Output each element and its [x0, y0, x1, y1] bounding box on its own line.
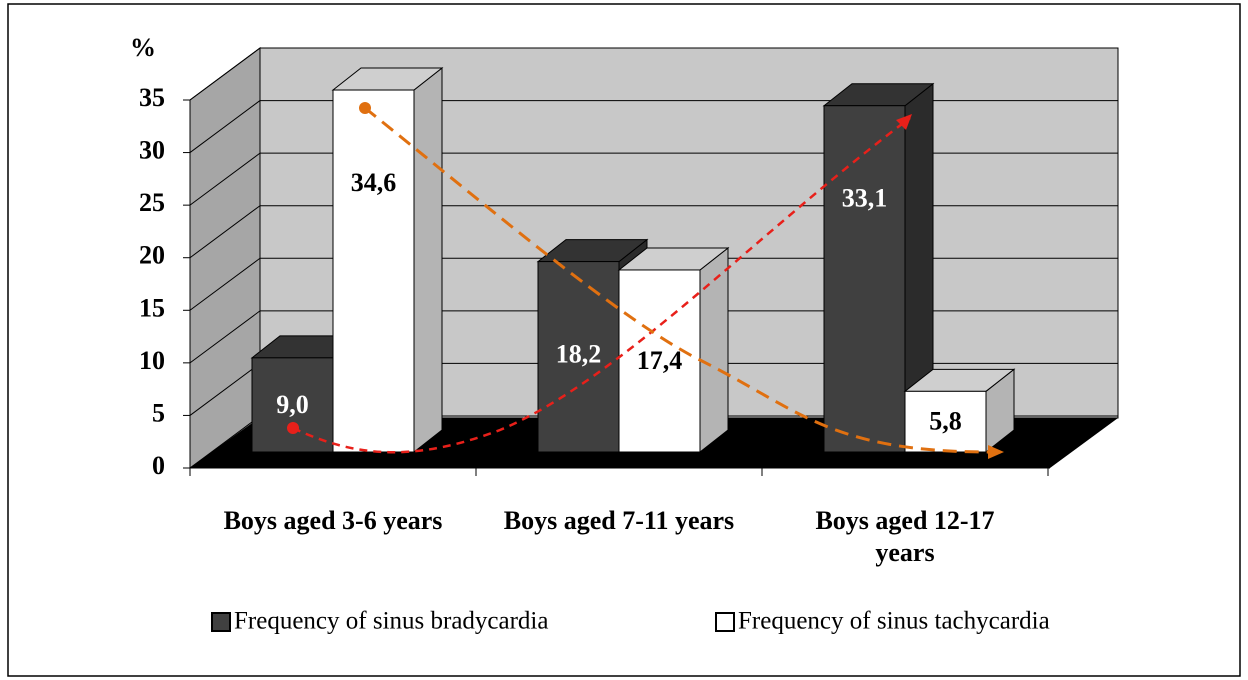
data-label: 33,1 [842, 184, 888, 213]
grid-line [189, 152, 261, 206]
grid-line [189, 100, 261, 153]
grid-line [189, 415, 261, 469]
y-tick-label: 25 [139, 188, 165, 217]
bar [537, 261, 620, 453]
arrow-start [287, 422, 299, 434]
legend-label: Frequency of sinus bradycardia [234, 608, 548, 635]
trend-arrow [364, 106, 991, 454]
y-tick-label: 15 [139, 293, 165, 322]
bar [618, 269, 701, 453]
x-tick-label: Boys aged 3-6 years [223, 506, 443, 535]
data-label: 18,2 [556, 340, 602, 369]
arrow-head [988, 445, 1004, 459]
grid-line [189, 310, 261, 364]
grid-line [189, 205, 261, 259]
legend-swatch [715, 612, 735, 632]
grid-line [189, 47, 261, 101]
arrow-head [896, 114, 912, 130]
data-label: 5,8 [929, 407, 962, 436]
data-label: 34,6 [351, 168, 397, 197]
legend-swatch [211, 612, 231, 632]
y-axis-title: % [130, 33, 156, 62]
arrow-start [359, 102, 371, 114]
bar [251, 357, 334, 453]
y-tick-label: 10 [139, 346, 165, 375]
x-tick-label: Boys aged 7-11 years [503, 506, 735, 535]
y-tick-label: 0 [152, 451, 165, 480]
y-tick-label: 35 [139, 83, 165, 112]
grid-line [189, 363, 261, 416]
trend-arrow [292, 116, 911, 454]
x-tick-label: Boys aged 12-17 years [815, 506, 995, 567]
y-tick-label: 5 [152, 398, 165, 427]
y-tick-label: 20 [139, 241, 165, 270]
side-wall [189, 47, 261, 469]
y-tick-label: 30 [139, 136, 165, 165]
bar [823, 105, 906, 453]
grid-line [189, 257, 261, 311]
bar [904, 390, 987, 453]
bar-side [413, 66, 443, 454]
bar [332, 89, 415, 453]
data-label: 17,4 [637, 346, 683, 375]
data-label: 9,0 [276, 390, 309, 419]
legend-label: Frequency of sinus tachycardia [738, 608, 1050, 635]
